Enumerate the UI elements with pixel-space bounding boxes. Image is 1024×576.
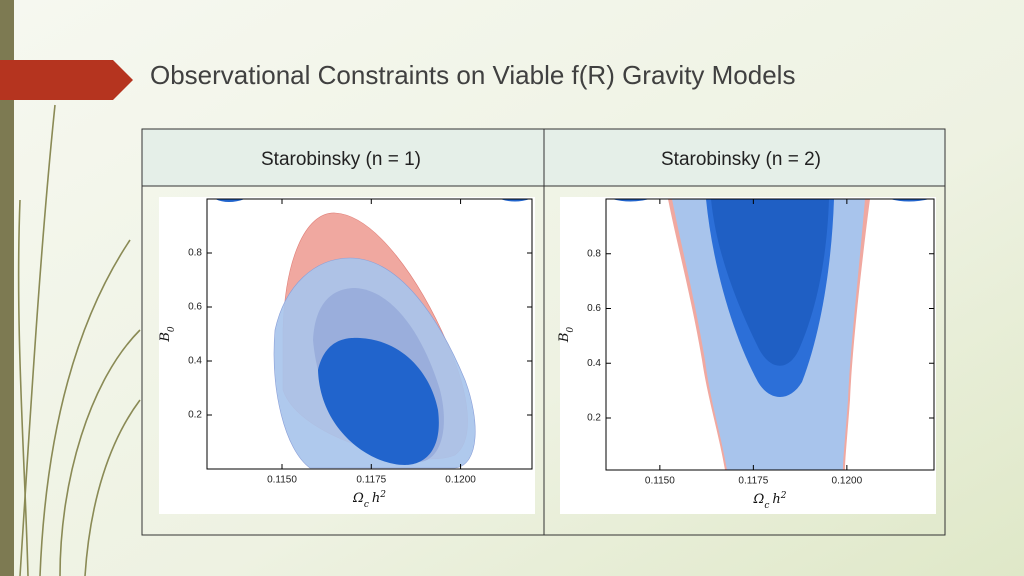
contour (711, 199, 829, 366)
y-tick-label: 0.2 (188, 410, 202, 421)
y-axis-label-part: 0 (566, 327, 576, 333)
x-tick-label: 0.1200 (832, 476, 863, 487)
x-axis-label: Ωc h2 (753, 491, 787, 511)
x-tick-label: 0.1150 (645, 476, 675, 487)
y-axis-label-part: B (158, 332, 173, 343)
x-axis-label-part: Ω (753, 492, 765, 507)
x-axis-label-part: c (364, 500, 369, 510)
x-axis-label: Ωc h2 (352, 490, 386, 510)
y-tick-label: 0.2 (587, 413, 601, 424)
x-axis-label-part: h (372, 491, 380, 506)
side-bar (0, 0, 14, 576)
y-axis-label: B0 (557, 327, 576, 344)
y-tick-label: 0.4 (587, 358, 601, 369)
x-axis-label-part: Ω (352, 491, 364, 506)
x-axis-label-part: c (764, 501, 769, 511)
contour (318, 337, 439, 465)
axes-frame (206, 198, 533, 470)
y-axis-label-part: 0 (167, 326, 177, 332)
axes: 0.1150 0.1175 0.1200 0.2 0.4 0.6 0.8 Ωc h2 B0 (557, 198, 935, 511)
y-tick-label: 0.6 (587, 303, 601, 314)
y-axis-label-part: B (557, 333, 572, 344)
grass-decoration (17, 104, 141, 576)
x-axis-label-part: 2 (379, 490, 386, 500)
y-tick-label: 0.8 (587, 248, 601, 259)
x-axis-label-part: h (772, 492, 780, 507)
slide-title: Observational Constraints on Viable f(R)… (150, 60, 795, 90)
header-cell: Starobinsky (n = 2) (661, 149, 821, 170)
y-tick-label: 0.6 (188, 302, 202, 313)
x-tick-label: 0.1175 (738, 476, 768, 487)
y-axis-label: B0 (158, 326, 177, 343)
y-tick-label: 0.8 (188, 248, 202, 259)
header-cell: Starobinsky (n = 1) (261, 149, 421, 170)
axes: 0.1150 0.1175 0.1200 0.2 0.4 0.6 0.8 Ωc h2 B0 (158, 198, 533, 510)
axes-frame (605, 198, 935, 471)
y-tick-label: 0.4 (188, 356, 202, 367)
contours (215, 199, 530, 469)
x-axis-label-part: 2 (780, 491, 787, 501)
title-arrow (0, 60, 133, 100)
contours (612, 199, 930, 470)
x-tick-label: 0.1150 (267, 475, 297, 486)
x-tick-label: 0.1175 (356, 475, 386, 486)
x-tick-label: 0.1200 (445, 475, 476, 486)
